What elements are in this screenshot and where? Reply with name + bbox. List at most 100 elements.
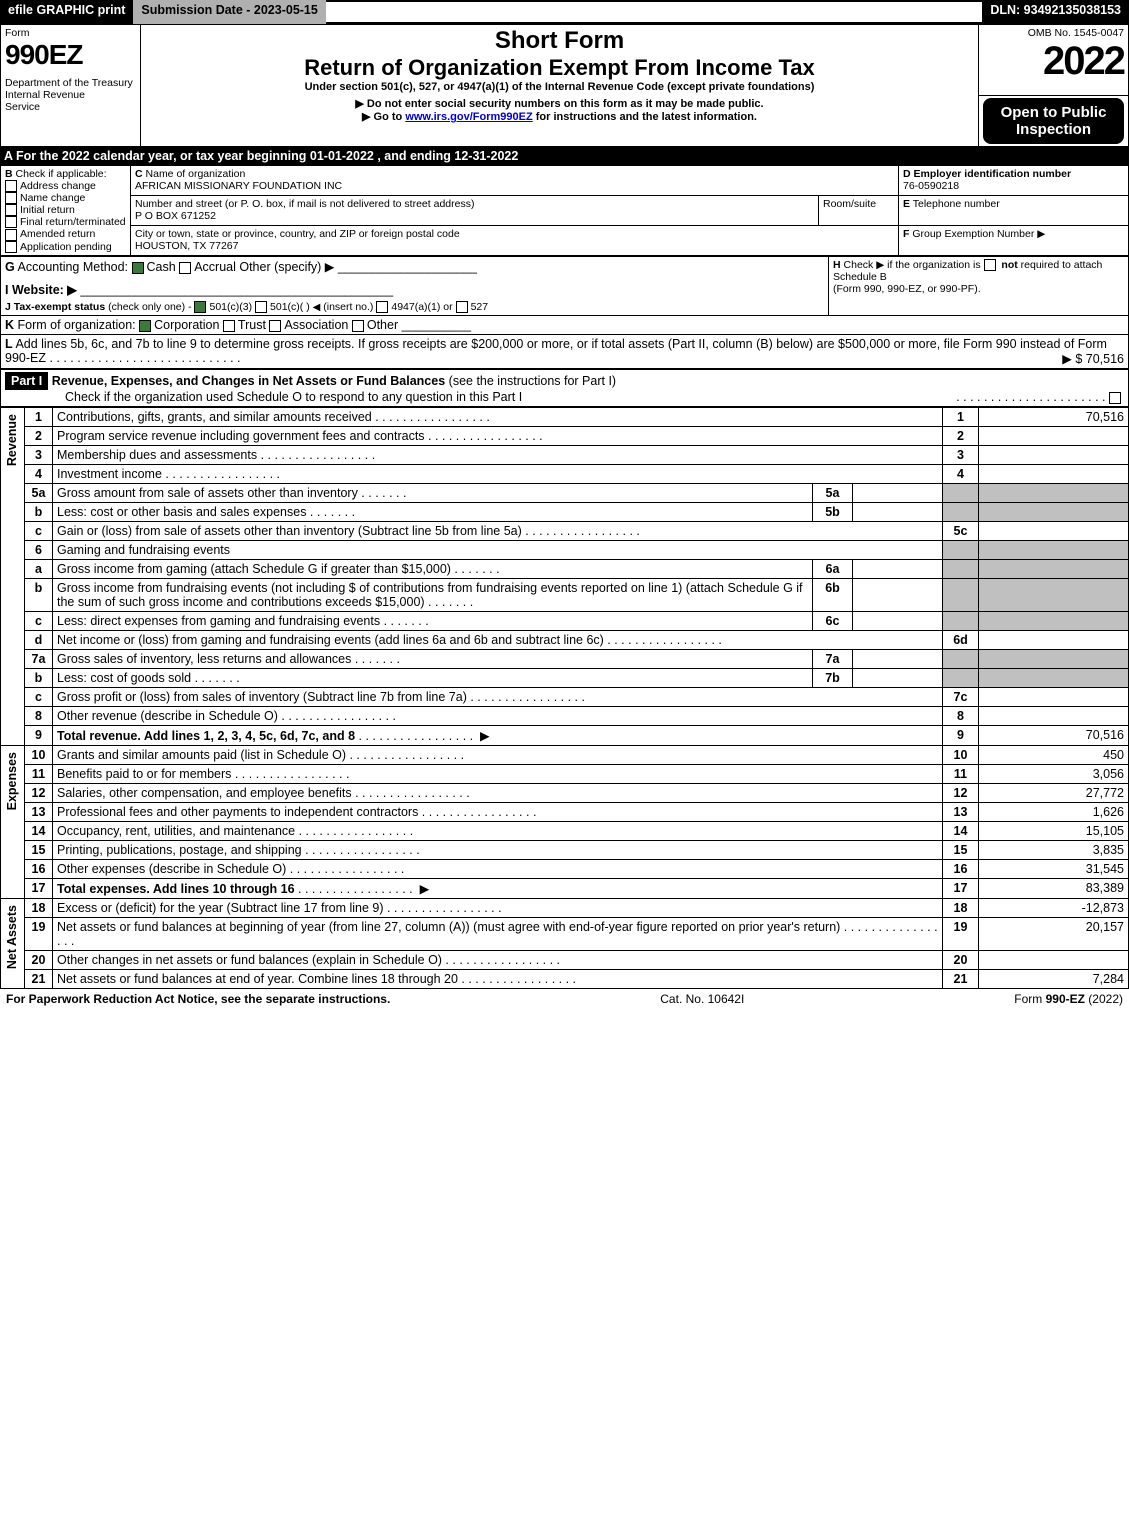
line-amount — [979, 522, 1129, 541]
j-501c-checkbox[interactable] — [255, 301, 267, 313]
subtitle-3: ▶ Go to www.irs.gov/Form990EZ for instru… — [145, 110, 974, 123]
line-number: 14 — [25, 822, 53, 841]
b-option-checkbox[interactable] — [5, 241, 17, 253]
sub-line-value — [853, 669, 943, 688]
form-word: Form — [5, 27, 136, 39]
line-number: 7a — [25, 650, 53, 669]
part1-scho-checkbox[interactable] — [1109, 392, 1121, 404]
line-col: 21 — [943, 970, 979, 989]
line-number: 19 — [25, 918, 53, 951]
line-col-shade — [943, 484, 979, 503]
line-desc: Less: cost or other basis and sales expe… — [53, 503, 813, 522]
line-amt-shade — [979, 503, 1129, 522]
line-col-shade — [943, 669, 979, 688]
line-col: 5c — [943, 522, 979, 541]
line-col: 3 — [943, 446, 979, 465]
part1-header: Part I Revenue, Expenses, and Changes in… — [0, 369, 1129, 407]
dln: DLN: 93492135038153 — [982, 0, 1129, 24]
line-desc: Net assets or fund balances at beginning… — [53, 918, 943, 951]
b-option-checkbox[interactable] — [5, 229, 17, 241]
b-option-checkbox[interactable] — [5, 192, 17, 204]
line-desc: Membership dues and assessments . . . . … — [53, 446, 943, 465]
part1-note: (see the instructions for Part I) — [449, 374, 616, 388]
b-option-checkbox[interactable] — [5, 180, 17, 192]
line-number: 5a — [25, 484, 53, 503]
sub-line-label: 6a — [813, 560, 853, 579]
line-number: d — [25, 631, 53, 650]
line-amount: -12,873 — [979, 899, 1129, 918]
sub-line-value — [853, 579, 943, 612]
topbar: efile GRAPHIC print Submission Date - 20… — [0, 0, 1129, 24]
page-footer: For Paperwork Reduction Act Notice, see … — [0, 989, 1129, 1009]
room-suite-label: Room/suite — [819, 195, 899, 225]
line-col-shade — [943, 503, 979, 522]
line-col: 4 — [943, 465, 979, 484]
k-corp-checkbox[interactable] — [139, 320, 151, 332]
footer-right: Form 990-EZ (2022) — [1014, 992, 1123, 1006]
line-col-shade — [943, 579, 979, 612]
line-amount — [979, 465, 1129, 484]
part1-title: Revenue, Expenses, and Changes in Net As… — [52, 374, 445, 388]
line-col: 8 — [943, 707, 979, 726]
line-amt-shade — [979, 612, 1129, 631]
line-number: 20 — [25, 951, 53, 970]
subtitle-1: Under section 501(c), 527, or 4947(a)(1)… — [145, 81, 974, 93]
line-amount: 3,835 — [979, 841, 1129, 860]
line-number: 6 — [25, 541, 53, 560]
subtitle-2: ▶ Do not enter social security numbers o… — [145, 97, 974, 110]
form-number: 990EZ — [5, 39, 136, 71]
line-col: 6d — [943, 631, 979, 650]
f-label: Group Exemption Number ▶ — [912, 228, 1045, 240]
line-desc: Grants and similar amounts paid (list in… — [53, 746, 943, 765]
line-number: c — [25, 688, 53, 707]
line-amount: 7,284 — [979, 970, 1129, 989]
org-address: P O BOX 671252 — [135, 210, 216, 222]
k-other-checkbox[interactable] — [352, 320, 364, 332]
line-desc: Occupancy, rent, utilities, and maintena… — [53, 822, 943, 841]
j-4947-checkbox[interactable] — [376, 301, 388, 313]
efile-print-link[interactable]: efile GRAPHIC print — [0, 0, 133, 24]
j-501c3-checkbox[interactable] — [194, 301, 206, 313]
ghij-block: G Accounting Method: Cash Accrual Other … — [0, 256, 1129, 369]
line-number: c — [25, 522, 53, 541]
line-number: 9 — [25, 726, 53, 746]
line-amt-shade — [979, 579, 1129, 612]
line-col-shade — [943, 650, 979, 669]
cash-checkbox[interactable] — [132, 262, 144, 274]
line-number: 10 — [25, 746, 53, 765]
sub-line-value — [853, 650, 943, 669]
h-checkbox[interactable] — [984, 259, 996, 271]
k-assoc-checkbox[interactable] — [269, 320, 281, 332]
k-trust-checkbox[interactable] — [223, 320, 235, 332]
b-option-checkbox[interactable] — [5, 216, 17, 228]
line-desc: Total revenue. Add lines 1, 2, 3, 4, 5c,… — [53, 726, 943, 746]
line-desc: Gross sales of inventory, less returns a… — [53, 650, 813, 669]
line-number: 3 — [25, 446, 53, 465]
line-desc: Gain or (loss) from sale of assets other… — [53, 522, 943, 541]
irs-link[interactable]: www.irs.gov/Form990EZ — [405, 111, 532, 123]
k-form-of-org: K Form of organization: Corporation Trus… — [1, 316, 1129, 335]
line-desc: Total expenses. Add lines 10 through 16 … — [53, 879, 943, 899]
accrual-checkbox[interactable] — [179, 262, 191, 274]
j-527-checkbox[interactable] — [456, 301, 468, 313]
line-number: 21 — [25, 970, 53, 989]
short-form-title: Short Form — [145, 27, 974, 55]
line-desc: Gross amount from sale of assets other t… — [53, 484, 813, 503]
footer-mid: Cat. No. 10642I — [660, 992, 744, 1006]
open-to-public: Open to Public Inspection — [983, 98, 1124, 144]
line-number: 1 — [25, 408, 53, 427]
line-col: 16 — [943, 860, 979, 879]
part1-lines: Revenue1Contributions, gifts, grants, an… — [0, 407, 1129, 989]
line-amt-shade — [979, 484, 1129, 503]
line-amount — [979, 446, 1129, 465]
org-city: HOUSTON, TX 77267 — [135, 240, 239, 252]
g-accounting: G Accounting Method: Cash Accrual Other … — [5, 259, 824, 274]
line-amount: 3,056 — [979, 765, 1129, 784]
b-option-checkbox[interactable] — [5, 204, 17, 216]
sub-line-label: 7a — [813, 650, 853, 669]
line-number: b — [25, 669, 53, 688]
dept-treasury: Department of the Treasury Internal Reve… — [5, 77, 136, 113]
line-col: 13 — [943, 803, 979, 822]
line-amount — [979, 427, 1129, 446]
line-desc: Less: cost of goods sold . . . . . . . — [53, 669, 813, 688]
